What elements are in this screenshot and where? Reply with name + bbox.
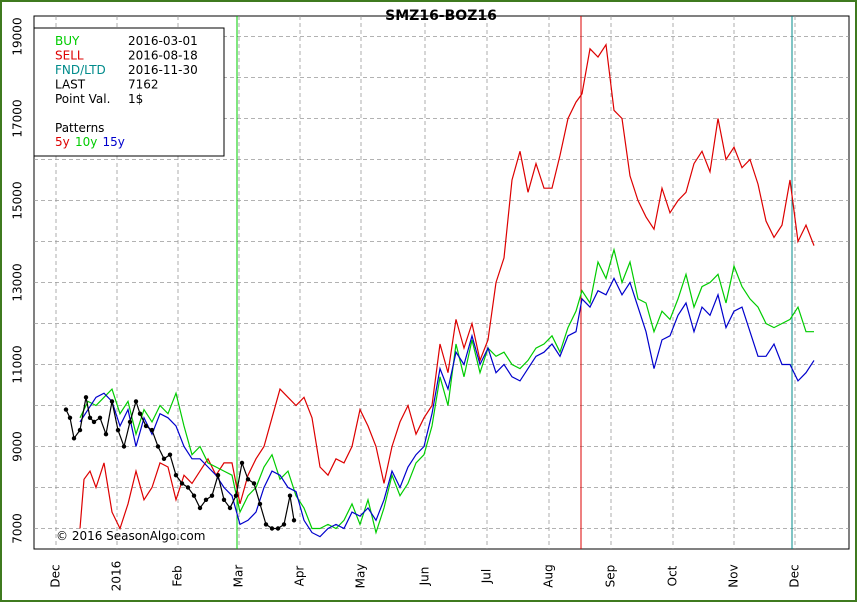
x-tick-label: Feb: [171, 565, 185, 586]
y-tick-label: 17000: [11, 99, 25, 137]
x-tick-label: Mar: [232, 565, 246, 588]
actual-point: [291, 518, 297, 523]
actual-point: [233, 493, 239, 498]
actual-point: [269, 526, 275, 531]
actual-point: [191, 493, 197, 498]
x-tick-label: Sep: [604, 565, 618, 588]
series-line-10y: [79, 247, 814, 535]
actual-point: [185, 485, 191, 490]
info-box: BUY 2016-03-01 SELL 2016-08-18 FND/LTD 2016-1…: [33, 27, 225, 157]
pattern-label: 5y: [55, 135, 70, 149]
pattern-label: 15y: [103, 135, 125, 149]
actual-point: [161, 456, 167, 461]
info-label: LAST: [55, 78, 86, 92]
x-tick-label: Jun: [418, 567, 432, 587]
series-line-15y: [79, 277, 815, 538]
y-tick-label: 9000: [11, 431, 25, 462]
actual-point: [155, 444, 161, 449]
x-tick-label: May: [354, 564, 368, 589]
info-value: 1$: [128, 92, 143, 106]
actual-point: [221, 497, 227, 502]
actual-point: [203, 497, 209, 502]
info-value: 2016-11-30: [128, 63, 198, 77]
actual-point: [87, 415, 93, 420]
x-tick-label: Nov: [727, 564, 741, 587]
copyright-text: © 2016 SeasonAlgo.com: [56, 529, 205, 543]
x-axis-labels: Dec 2016 Feb Mar Apr May Jun Jul Aug Sep Oct Nov Dec: [49, 561, 802, 592]
y-tick-label: 19000: [11, 17, 25, 55]
series-lines: [63, 42, 815, 538]
info-label: FND/LTD: [55, 63, 106, 77]
actual-point: [97, 415, 103, 420]
actual-point: [257, 501, 263, 507]
actual-point: [71, 436, 77, 441]
event-markers: [236, 16, 793, 549]
actual-point: [121, 444, 127, 449]
actual-point: [109, 399, 115, 404]
patterns-label: Patterns: [55, 121, 104, 135]
chart-title: SMZ16-BOZ16: [385, 8, 497, 24]
actual-point: [149, 427, 155, 433]
x-tick-label: Jul: [480, 569, 494, 584]
actual-point: [263, 522, 269, 527]
actual-point: [167, 452, 173, 457]
actual-point: [173, 473, 179, 478]
series-line-5y: [79, 42, 815, 531]
y-axis-labels: 7000 9000 11000 13000 15000 17000 19000: [11, 17, 25, 543]
info-value: 2016-03-01: [128, 34, 198, 48]
actual-point: [133, 399, 139, 404]
actual-point: [179, 481, 185, 486]
x-tick-label: Aug: [542, 564, 556, 587]
actual-point: [143, 423, 149, 429]
pattern-label: 10y: [75, 135, 97, 149]
x-tick-label: Dec: [49, 564, 63, 587]
info-label: BUY: [55, 34, 80, 48]
actual-point: [83, 395, 89, 400]
actual-point: [275, 526, 281, 531]
actual-point: [77, 427, 83, 433]
x-tick-label: 2016: [110, 561, 124, 592]
actual-point: [227, 505, 233, 511]
actual-point: [209, 493, 215, 498]
info-label: SELL: [55, 49, 84, 63]
info-value: 7162: [128, 78, 159, 92]
actual-point: [245, 477, 251, 482]
x-tick-label: Apr: [293, 566, 307, 587]
actual-point: [215, 473, 221, 478]
x-tick-label: Dec: [788, 564, 802, 587]
y-tick-label: 15000: [11, 181, 25, 219]
actual-point: [63, 407, 69, 412]
actual-point: [127, 419, 133, 425]
y-tick-label: 11000: [11, 345, 25, 383]
info-value: 2016-08-18: [128, 49, 198, 63]
info-label: Point Val.: [55, 92, 110, 106]
actual-point: [251, 481, 257, 486]
actual-point: [67, 415, 73, 420]
y-tick-label: 7000: [11, 513, 25, 544]
x-tick-label: Oct: [666, 565, 680, 586]
actual-point: [115, 427, 121, 433]
actual-point: [239, 460, 245, 466]
y-tick-label: 13000: [11, 263, 25, 301]
actual-point: [281, 522, 287, 527]
actual-point: [287, 493, 293, 498]
actual-point: [91, 419, 97, 425]
actual-point: [103, 432, 109, 437]
grid: [34, 16, 849, 549]
actual-point: [137, 411, 143, 416]
actual-point: [197, 505, 203, 511]
